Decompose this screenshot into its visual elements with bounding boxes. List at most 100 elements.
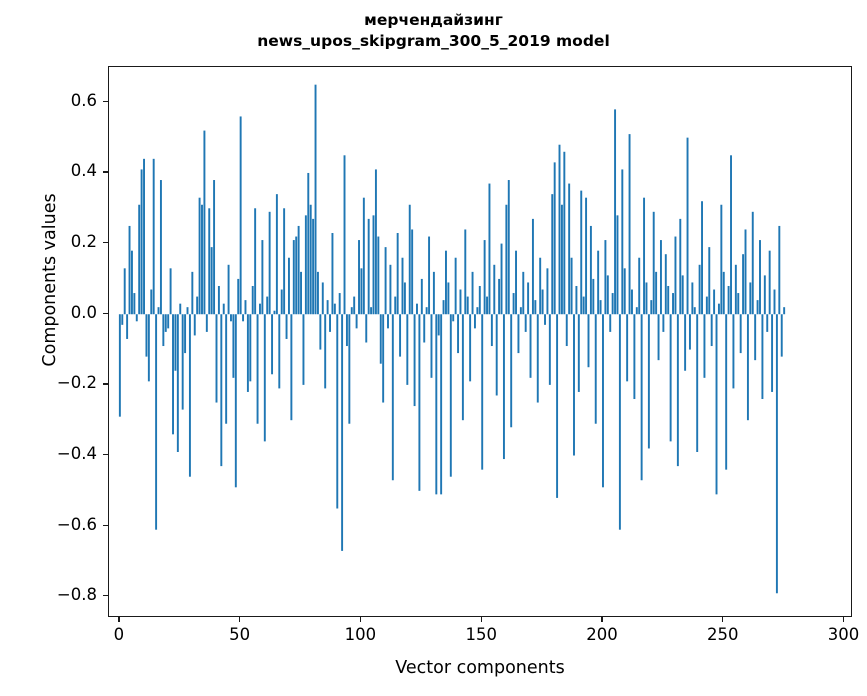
- bar: [457, 314, 460, 354]
- bar: [763, 275, 766, 315]
- bar: [659, 240, 662, 315]
- bar: [355, 314, 358, 329]
- bar: [667, 285, 670, 315]
- bar: [423, 314, 426, 343]
- bar: [669, 314, 672, 442]
- bar: [618, 314, 621, 530]
- bar: [727, 285, 730, 315]
- bar: [531, 218, 534, 315]
- bar: [273, 310, 276, 315]
- bar: [215, 314, 218, 403]
- bar: [577, 314, 580, 392]
- bar: [686, 137, 689, 315]
- bar: [353, 296, 356, 315]
- bar: [599, 300, 602, 315]
- bar: [662, 314, 665, 332]
- bar: [201, 204, 203, 315]
- bar: [478, 285, 481, 315]
- bar: [783, 307, 786, 315]
- bar: [771, 314, 774, 392]
- bar: [481, 314, 484, 470]
- x-tick-label: 100: [344, 625, 377, 644]
- bar: [495, 314, 498, 396]
- x-tick-label: 0: [113, 625, 125, 644]
- bar: [604, 240, 607, 315]
- bar: [300, 271, 302, 315]
- bar: [234, 314, 237, 488]
- bar: [251, 285, 254, 315]
- bar: [413, 314, 416, 407]
- bar: [486, 296, 488, 315]
- bar: [425, 307, 428, 315]
- bar: [179, 303, 182, 315]
- bar: [367, 218, 370, 315]
- bar: [517, 314, 520, 354]
- bar: [527, 282, 530, 315]
- bar: [181, 314, 184, 410]
- bar: [536, 314, 539, 403]
- bar: [676, 314, 679, 467]
- bar: [778, 225, 781, 315]
- bar: [756, 300, 759, 315]
- bar: [329, 314, 331, 332]
- bar: [205, 314, 208, 332]
- bar: [126, 314, 129, 339]
- bar: [254, 208, 257, 315]
- bar: [432, 271, 435, 315]
- y-tick-mark: [103, 312, 108, 314]
- bar: [515, 250, 517, 315]
- bar: [391, 314, 394, 481]
- y-tick-label: −0.2: [56, 373, 97, 393]
- bar: [701, 201, 703, 315]
- bar: [447, 282, 450, 315]
- bar: [143, 158, 145, 315]
- bar: [684, 314, 687, 371]
- bar: [742, 254, 745, 315]
- bar: [751, 211, 754, 315]
- y-tick-mark: [103, 595, 108, 597]
- bar: [319, 314, 322, 350]
- bar: [570, 257, 573, 315]
- bar: [643, 197, 646, 315]
- bar: [621, 169, 624, 315]
- bar: [128, 225, 131, 315]
- bar: [341, 314, 344, 551]
- y-tick-label: 0.6: [70, 90, 97, 110]
- bar: [263, 314, 266, 442]
- bar: [437, 314, 440, 336]
- bar: [546, 268, 549, 315]
- bar: [283, 208, 286, 315]
- bar: [208, 208, 211, 315]
- bar: [118, 314, 121, 417]
- bar: [307, 172, 310, 315]
- x-tick-mark: [359, 617, 362, 622]
- bar: [403, 282, 406, 315]
- bar: [717, 303, 720, 315]
- bar: [326, 300, 329, 315]
- x-tick-mark: [722, 617, 724, 622]
- bar: [544, 314, 546, 325]
- bar: [679, 218, 682, 315]
- bar: [242, 314, 245, 322]
- bar: [710, 314, 713, 347]
- bar: [365, 314, 368, 343]
- y-tick-label: −0.8: [56, 585, 97, 605]
- bar: [372, 215, 375, 315]
- bar: [232, 314, 235, 378]
- y-tick-mark: [103, 453, 108, 456]
- bar: [152, 158, 155, 315]
- x-tick-label: 250: [707, 625, 739, 644]
- bar: [394, 296, 397, 315]
- bar: [688, 314, 691, 350]
- bar: [589, 225, 592, 315]
- bar: [406, 314, 409, 385]
- bar: [237, 278, 240, 315]
- x-tick-mark: [601, 617, 603, 622]
- bar: [140, 169, 143, 315]
- bar: [302, 314, 305, 385]
- bar: [285, 314, 288, 339]
- bar: [130, 250, 133, 315]
- bar: [249, 314, 252, 382]
- bar: [350, 307, 353, 315]
- bar: [553, 162, 556, 315]
